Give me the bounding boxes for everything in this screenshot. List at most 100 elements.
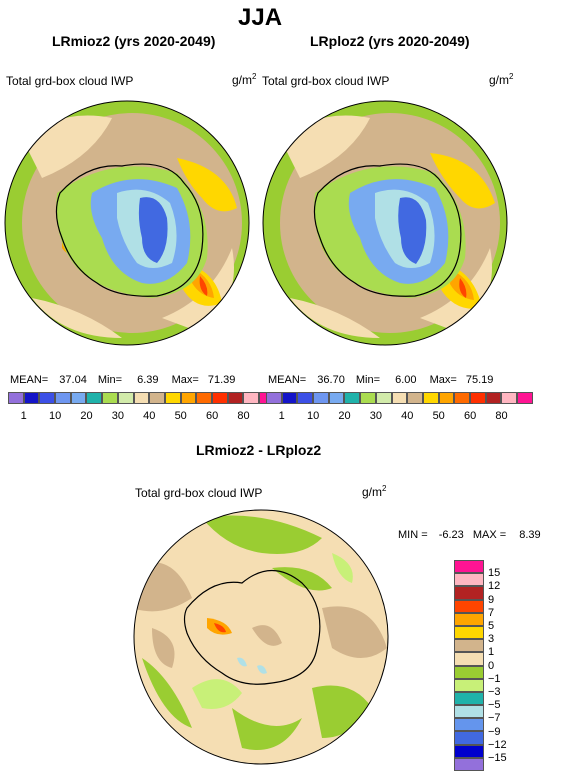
colorbar-tick-label: 80 — [495, 410, 508, 422]
colorbar-panel-1 — [8, 392, 275, 404]
colorbar-swatch — [211, 392, 228, 404]
colorbar-swatch — [454, 573, 484, 587]
colorbar-swatch — [501, 392, 517, 404]
colorbar-swatch — [227, 392, 244, 404]
colorbar-tick-label: 60 — [205, 410, 219, 422]
colorbar-swatch — [454, 678, 484, 692]
colorbar-swatch — [328, 392, 345, 404]
colorbar-swatch — [117, 392, 134, 404]
min-value: 6.39 — [137, 374, 159, 386]
colorbar-swatch — [454, 718, 484, 732]
colorbar-swatch — [133, 392, 150, 404]
colorbar-swatch — [102, 392, 118, 404]
panel-1-stats: MEAN= 37.04 Min= 6.39 Max= 71.39 — [10, 374, 235, 386]
colorbar-swatch — [454, 652, 484, 666]
colorbar-tick-label: 80 — [237, 410, 250, 422]
max-value: 8.39 — [519, 529, 541, 541]
diff-panel-title: LRmioz2 - LRploz2 — [196, 442, 322, 458]
colorbar-swatch — [23, 392, 40, 404]
colorbar-swatch — [297, 392, 314, 404]
colorbar-swatch — [469, 392, 486, 404]
season-title: JJA — [238, 4, 283, 31]
colorbar-tick-label: 20 — [80, 410, 93, 422]
colorbar-swatch — [407, 392, 423, 404]
colorbar-tick-label: 5 — [488, 620, 495, 632]
colorbar-tick-label: 30 — [369, 410, 383, 422]
min-value: 6.00 — [395, 374, 417, 386]
colorbar-swatch — [8, 392, 24, 404]
colorbar-swatch — [454, 665, 484, 679]
colorbar-tick-label: 60 — [463, 410, 477, 422]
colorbar-panel-2-ticks: 1 10 20 30 40 50 60 80 — [266, 410, 533, 424]
colorbar-swatch — [391, 392, 408, 404]
colorbar-tick-label: −9 — [488, 725, 501, 738]
colorbar-swatch — [55, 392, 71, 404]
colorbar-swatch — [454, 757, 484, 771]
diff-map-fields — [134, 510, 388, 764]
colorbar-swatch — [243, 392, 259, 404]
colorbar-swatch — [344, 392, 361, 404]
map-panel-1 — [4, 100, 250, 346]
min-label: Min= — [97, 374, 123, 386]
colorbar-tick-label: −7 — [488, 712, 501, 725]
colorbar-swatch — [454, 705, 484, 719]
colorbar-swatch — [180, 392, 197, 404]
max-label: Max= — [171, 374, 199, 386]
mean-value: 36.70 — [317, 374, 345, 386]
colorbar-tick-label: −1 — [488, 672, 501, 685]
colorbar-swatch — [454, 731, 484, 745]
colorbar-tick-label: 12 — [488, 580, 501, 593]
panel-1-units: g/m2 — [232, 72, 257, 87]
colorbar-tick-label: 20 — [338, 410, 351, 422]
mean-label: MEAN= — [10, 374, 49, 386]
max-label: MAX = — [472, 529, 507, 541]
panel-1-title: LRmioz2 (yrs 2020-2049) — [52, 33, 216, 49]
map-1-fields — [5, 101, 249, 345]
colorbar-tick-label: −5 — [488, 699, 501, 712]
colorbar-tick-label: 30 — [111, 410, 125, 422]
colorbar-swatch — [454, 586, 484, 600]
min-label: Min= — [355, 374, 381, 386]
min-label: MIN = — [398, 529, 428, 541]
colorbar-swatch — [454, 639, 484, 653]
colorbar-swatch — [454, 625, 484, 640]
colorbar-swatch — [454, 560, 484, 574]
min-value: -6.23 — [438, 529, 464, 541]
colorbar-tick-label: 40 — [401, 410, 414, 422]
colorbar-tick-label: 15 — [488, 567, 501, 580]
colorbar-tick-label: 1 — [488, 646, 495, 659]
map-2-fields — [263, 101, 507, 345]
colorbar-swatch — [196, 392, 212, 404]
map-panel-2 — [262, 100, 508, 346]
colorbar-diff — [454, 560, 484, 771]
colorbar-swatch — [360, 392, 376, 404]
colorbar-tick-label: 50 — [432, 410, 445, 422]
colorbar-panel-2 — [266, 392, 533, 404]
diff-panel-units: g/m2 — [362, 484, 387, 499]
colorbar-tick-label: 7 — [488, 606, 495, 619]
colorbar-swatch — [454, 392, 470, 404]
colorbar-tick-label: 0 — [488, 659, 495, 672]
colorbar-tick-label: 40 — [143, 410, 156, 422]
colorbar-tick-label: 50 — [174, 410, 187, 422]
panel-2-stats: MEAN= 36.70 Min= 6.00 Max= 75.19 — [268, 374, 493, 386]
colorbar-swatch — [422, 392, 439, 404]
colorbar-swatch — [485, 392, 502, 404]
colorbar-swatch — [86, 392, 103, 404]
mean-label: MEAN= — [268, 374, 307, 386]
max-value: 75.19 — [465, 374, 494, 386]
max-value: 71.39 — [207, 374, 236, 386]
colorbar-swatch — [375, 392, 392, 404]
colorbar-tick-label: 3 — [488, 633, 495, 646]
panel-2-units: g/m2 — [489, 72, 514, 87]
colorbar-swatch — [454, 691, 484, 706]
colorbar-tick-label: −3 — [488, 686, 501, 698]
diff-panel-stats: MIN = -6.23 MAX = 8.39 — [398, 529, 541, 541]
colorbar-swatch — [164, 392, 181, 404]
colorbar-swatch — [454, 744, 484, 758]
colorbar-panel-1-ticks: 1 10 20 30 40 50 60 80 — [8, 410, 275, 424]
panel-1-variable-label: Total grd-box cloud IWP — [6, 74, 134, 88]
colorbar-swatch — [70, 392, 87, 404]
colorbar-swatch — [39, 392, 56, 404]
colorbar-swatch — [454, 612, 484, 626]
